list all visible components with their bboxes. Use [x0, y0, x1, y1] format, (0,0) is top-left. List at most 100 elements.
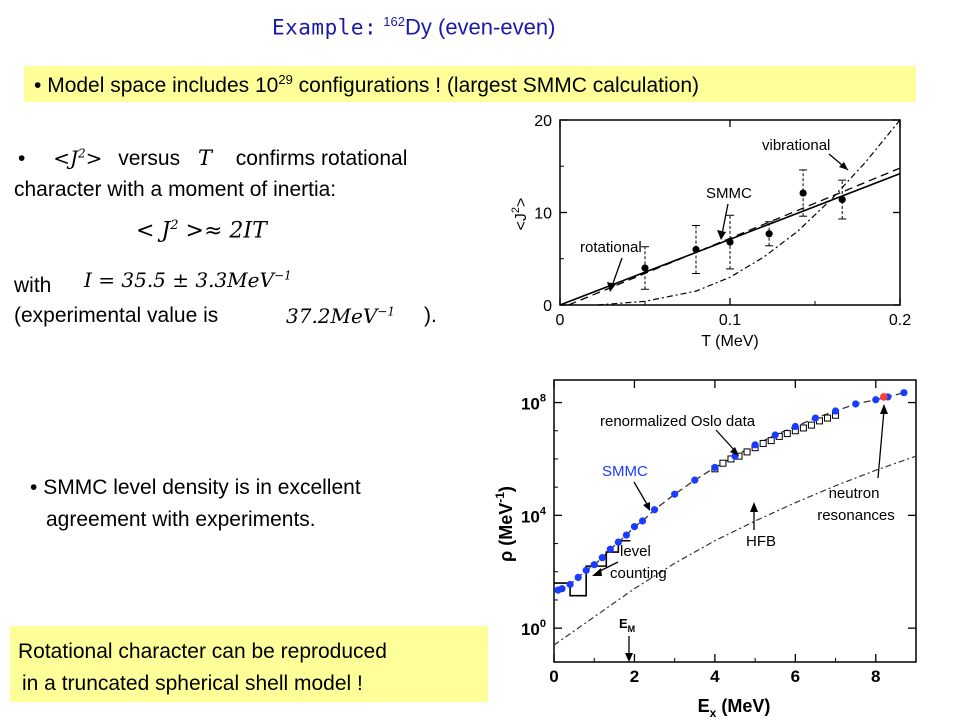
chart2-y-label: ρ (MeV-1) — [493, 486, 516, 562]
level-density-bullet: • — [30, 476, 38, 499]
chart1-arrow-smmc — [721, 203, 729, 235]
chart1-arrowhead-smmc — [717, 230, 726, 240]
banner-post: configurations ! (largest SMMC calculati… — [292, 74, 699, 97]
chart2-oslo-point — [767, 437, 775, 445]
experimental-value: 37.2MeV−1 — [286, 304, 395, 328]
chart2-oslo-point — [719, 459, 727, 467]
rotational-box-text: Rotational character can be reproduced i… — [18, 636, 387, 700]
chart2-x-tick-1: 2 — [630, 667, 639, 686]
banner-highlight — [24, 66, 916, 102]
chart2-smmc-point — [558, 585, 566, 593]
chart2-smmc-point — [811, 414, 820, 422]
chart2-ylabel-main: ρ (MeV — [496, 503, 516, 562]
chart2-annot-em: EM — [619, 616, 635, 634]
title-label: Example — [272, 15, 365, 40]
chart2-oslo-point — [824, 414, 832, 422]
chart1-dashed-line — [568, 167, 901, 306]
chart2-smmc-point — [711, 463, 719, 472]
rotational-box-line1: Rotational character can be reproduced — [18, 640, 387, 663]
chart2-xlabel-main: E — [698, 696, 710, 716]
chart2-smmc-point — [606, 545, 614, 553]
versus-word: versus — [118, 147, 181, 170]
chart2-arrow-smmc — [633, 481, 649, 507]
chart1-smmc-point — [838, 195, 846, 204]
chart2-frame — [553, 379, 917, 663]
chart2-oslo-point — [807, 421, 815, 429]
chart1-smmc-point — [692, 245, 700, 254]
chart2-y-tick-0: 100 — [521, 618, 546, 639]
chart1-x-tick-1: 0.1 — [719, 312, 741, 329]
chart2-xlabel-unit: (MeV) — [716, 696, 770, 716]
chart2-smmc-point — [872, 396, 880, 404]
chart2-arrowhead-oslo — [730, 447, 739, 456]
chart2-arrowhead-neutron — [880, 404, 888, 414]
inertia-formula: < J2 >≈ 2IT — [136, 218, 267, 243]
level-density-line1: • SMMC level density is in excellent — [30, 476, 361, 500]
chart1-x-label: T (MeV) — [701, 333, 758, 350]
chart2-smmc-point — [630, 523, 639, 531]
experimental-pre: (experimental value is — [14, 304, 219, 327]
chart2-y-tick-0-base: 10 — [521, 620, 540, 639]
chart2-xlabel-sub: x — [710, 706, 717, 720]
chart2-smmc-point — [691, 476, 699, 484]
confirms-text: confirms rotational — [235, 147, 408, 170]
chart2-smmc-point — [831, 407, 840, 415]
formula-lhs: < J — [136, 218, 171, 244]
chart2-neutron-point — [880, 393, 888, 401]
chart2-ylabel-sup: -1 — [493, 492, 507, 503]
j2-vs-t-chart: 0 0.1 0.2 0 10 20 T (MeV) <J2> vibration… — [510, 113, 911, 350]
chart2-smmc-point — [852, 400, 860, 408]
banner-text: • Model space includes 1029 configuratio… — [34, 72, 699, 98]
chart1-lines — [559, 119, 901, 306]
chart1-points — [641, 169, 847, 290]
chart2-smmc-point — [566, 580, 574, 589]
inertia-value-main: I = 35.5 ± 3.3MeV — [84, 268, 274, 292]
inertia-intro: character with a moment of inertia: — [14, 178, 337, 201]
chart2-annot-oslo: renormalized Oslo data — [600, 413, 756, 430]
level-density-text1: SMMC level density is in excellent — [43, 476, 361, 499]
chart2-oslo-point — [743, 448, 751, 456]
chart2-y-tick-1-base: 10 — [521, 507, 540, 526]
chart2-annot-counting: counting — [610, 565, 667, 582]
chart2-y-tick-1-exp: 4 — [540, 505, 547, 517]
inertia-value: I = 35.5 ± 3.3MeV−1 — [84, 268, 292, 292]
title-isotope: Dy (even-even) — [405, 14, 556, 40]
chart1-vibrational-line — [597, 119, 901, 306]
j2-line: • <J2> versus T confirms rotational — [18, 146, 407, 171]
formula-rhs: >≈ 2IT — [178, 218, 267, 244]
chart2-y-tick-2: 108 — [521, 393, 546, 414]
j2-expr-sup: 2 — [77, 146, 86, 161]
chart2-annot-resonances: resonances — [817, 507, 895, 524]
chart1-ylabel-sup: 2 — [510, 207, 522, 213]
j2-expression: <J2> — [53, 146, 102, 170]
chart2-y-tick-2-base: 10 — [521, 395, 540, 414]
slide-title: Example: 162Dy (even-even) — [272, 14, 555, 40]
j2-expr-close: > — [85, 146, 103, 170]
chart2-ylabel-close: ) — [496, 486, 516, 492]
svg-text:<J2>: <J2> — [510, 198, 530, 231]
chart2-smmc-point — [650, 506, 659, 514]
chart1-y-tick-1: 10 — [534, 206, 552, 223]
chart2-smmc-point — [751, 441, 759, 449]
chart2-arrow-neutron — [877, 409, 885, 479]
chart2-em-sub: M — [628, 624, 636, 634]
chart2-y-tick-1: 104 — [521, 505, 547, 526]
chart2-smmc-point — [582, 566, 590, 574]
chart1-annot-smmc: SMMC — [706, 185, 752, 202]
banner-pre: Model space includes 10 — [47, 74, 279, 97]
chart2-x-tick-3: 6 — [791, 667, 800, 686]
chart2-hfb-line — [553, 455, 917, 646]
chart2-x-tick-0: 0 — [549, 667, 558, 686]
chart2-annot-neutron: neutron — [829, 485, 880, 502]
chart2-smmc-point — [598, 554, 606, 562]
chart2-y-tick-0-exp: 0 — [540, 618, 546, 630]
chart1-smmc-point — [765, 230, 773, 238]
chart2-annot-hfb: HFB — [746, 533, 776, 550]
title-colon: : — [364, 15, 378, 40]
chart2-x-label: Ex (MeV) — [698, 696, 771, 720]
chart1-arrowhead-rotational — [607, 282, 616, 292]
with-word: with — [14, 274, 52, 297]
rotational-box-line2: in a truncated spherical shell model ! — [22, 672, 363, 695]
chart2-arrow-level — [597, 561, 619, 573]
chart2-smmc-point — [622, 531, 630, 539]
